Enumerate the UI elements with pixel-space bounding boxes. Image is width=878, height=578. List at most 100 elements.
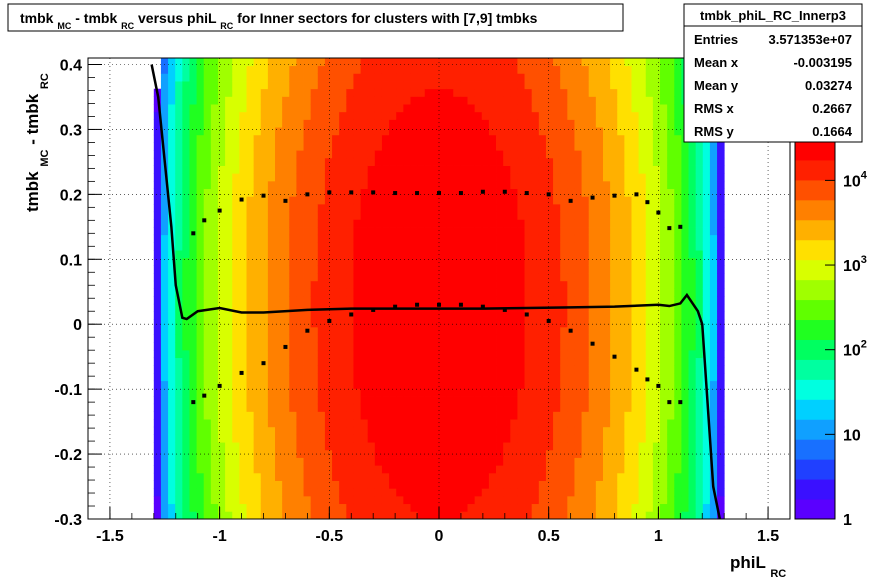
heatmap-cell bbox=[346, 396, 354, 405]
heatmap-cell bbox=[196, 211, 205, 220]
lower-band-point bbox=[239, 370, 244, 375]
heatmap-cell bbox=[517, 96, 525, 105]
heatmap-cell bbox=[332, 265, 340, 274]
heatmap-cell bbox=[289, 349, 297, 359]
heatmap-cell bbox=[339, 396, 347, 405]
heatmap-cell bbox=[424, 349, 433, 359]
heatmap-cell bbox=[446, 280, 454, 289]
heatmap-cell bbox=[310, 173, 319, 182]
heatmap-cell bbox=[602, 511, 611, 520]
heatmap-cell bbox=[260, 411, 269, 420]
heatmap-cell bbox=[695, 211, 704, 220]
heatmap-cell bbox=[203, 104, 212, 113]
heatmap-cell bbox=[453, 150, 461, 159]
heatmap-cell bbox=[324, 196, 333, 205]
heatmap-cell bbox=[282, 296, 290, 305]
heatmap-cell bbox=[381, 257, 390, 266]
heatmap-cell bbox=[310, 211, 319, 220]
heatmap-cell bbox=[610, 280, 618, 289]
heatmap-cell bbox=[574, 419, 582, 428]
heatmap-cell bbox=[460, 157, 468, 166]
heatmap-cell bbox=[367, 227, 376, 236]
heatmap-cell bbox=[324, 488, 333, 497]
heatmap-cell bbox=[396, 134, 404, 143]
heatmap-cell bbox=[645, 96, 654, 105]
heatmap-cell bbox=[253, 442, 262, 451]
color-scale-segment bbox=[795, 499, 835, 520]
heatmap-cell bbox=[488, 349, 497, 359]
heatmap-cell bbox=[346, 150, 354, 159]
heatmap-cell bbox=[296, 242, 304, 251]
heatmap-cell bbox=[702, 242, 711, 251]
heatmap-cell bbox=[538, 127, 547, 136]
heatmap-cell bbox=[474, 326, 483, 335]
heatmap-cell bbox=[538, 426, 547, 435]
heatmap-cell bbox=[267, 65, 276, 74]
heatmap-cell bbox=[182, 365, 190, 374]
heatmap-cell bbox=[531, 419, 540, 428]
heatmap-cell bbox=[210, 96, 219, 105]
heatmap-cell bbox=[267, 227, 276, 236]
heatmap-cell bbox=[717, 257, 725, 266]
heatmap-cell bbox=[488, 65, 497, 74]
heatmap-cell bbox=[253, 142, 262, 151]
heatmap-cell bbox=[160, 388, 169, 397]
heatmap-cell bbox=[310, 449, 319, 458]
heatmap-cell bbox=[168, 119, 176, 128]
heatmap-cell bbox=[581, 180, 590, 190]
heatmap-cell bbox=[225, 457, 233, 466]
heatmap-cell bbox=[417, 403, 426, 412]
heatmap-cell bbox=[617, 188, 625, 197]
heatmap-cell bbox=[381, 157, 390, 166]
heatmap-cell bbox=[424, 234, 433, 243]
heatmap-cell bbox=[310, 342, 319, 351]
heatmap-cell bbox=[196, 488, 205, 497]
heatmap-cell bbox=[510, 58, 518, 67]
heatmap-cell bbox=[367, 265, 376, 274]
heatmap-cell bbox=[403, 273, 411, 282]
heatmap-cell bbox=[289, 242, 297, 251]
heatmap-cell bbox=[702, 334, 711, 343]
heatmap-cell bbox=[602, 311, 611, 320]
heatmap-cell bbox=[695, 173, 704, 182]
heatmap-cell bbox=[560, 280, 568, 289]
heatmap-cell bbox=[225, 511, 233, 520]
heatmap-cell bbox=[460, 203, 468, 213]
heatmap-cell bbox=[196, 265, 205, 274]
heatmap-cell bbox=[275, 196, 283, 205]
heatmap-cell bbox=[560, 434, 568, 443]
heatmap-cell bbox=[417, 58, 426, 67]
lower-band-point bbox=[283, 344, 288, 349]
heatmap-cell bbox=[524, 58, 533, 67]
heatmap-cell bbox=[260, 227, 269, 236]
heatmap-cell bbox=[588, 380, 597, 389]
heatmap-cell bbox=[538, 203, 547, 213]
heatmap-cell bbox=[253, 250, 262, 259]
heatmap-cell bbox=[160, 211, 169, 220]
heatmap-cell bbox=[160, 250, 169, 259]
heatmap-cell bbox=[481, 227, 490, 236]
heatmap-cell bbox=[210, 388, 219, 397]
heatmap-cell bbox=[324, 157, 333, 166]
heatmap-cell bbox=[324, 173, 333, 182]
heatmap-cell bbox=[602, 411, 611, 420]
heatmap-cell bbox=[260, 81, 269, 90]
heatmap-cell bbox=[553, 472, 561, 481]
heatmap-cell bbox=[267, 296, 276, 305]
heatmap-cell bbox=[460, 81, 468, 90]
heatmap-cell bbox=[317, 203, 326, 213]
heatmap-cell bbox=[638, 280, 647, 289]
heatmap-cell bbox=[567, 396, 575, 405]
heatmap-cell bbox=[681, 219, 689, 228]
heatmap-cell bbox=[239, 334, 247, 343]
heatmap-cell bbox=[196, 426, 205, 435]
heatmap-cell bbox=[574, 503, 582, 512]
heatmap-cell bbox=[524, 396, 533, 405]
heatmap-cell bbox=[396, 388, 404, 397]
heatmap-cell bbox=[403, 211, 411, 220]
heatmap-cell bbox=[217, 65, 226, 74]
heatmap-cell bbox=[681, 442, 689, 451]
heatmap-cell bbox=[467, 134, 476, 143]
heatmap-cell bbox=[702, 265, 711, 274]
heatmap-cell bbox=[503, 265, 511, 274]
